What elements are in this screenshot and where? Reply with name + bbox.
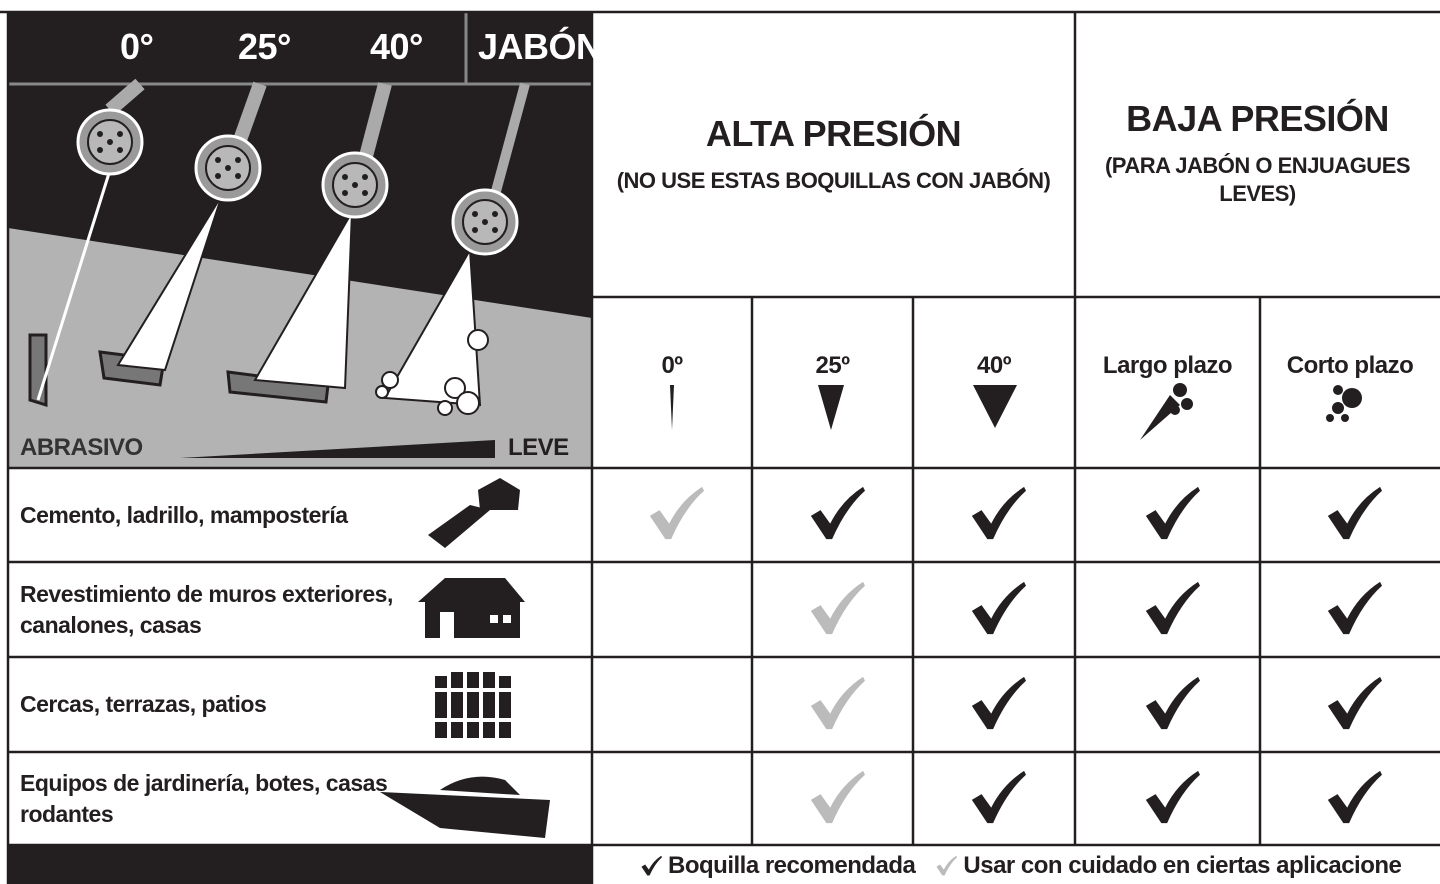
- check-recommended: [1327, 581, 1382, 634]
- check-recommended: [1145, 676, 1200, 729]
- row-label: Cercas, terrazas, patios: [20, 691, 267, 717]
- scale-left: ABRASIVO: [20, 434, 143, 461]
- high-title: ALTA PRESIÓN: [705, 113, 962, 154]
- check-recommended: [1327, 676, 1382, 729]
- legend-caution: Usar con cuidado en ciertas aplicacione: [963, 852, 1402, 879]
- angle-label: 0°: [120, 26, 154, 67]
- footer-block: [8, 845, 592, 884]
- check-recommended: [1327, 770, 1382, 823]
- bubbles: [375, 329, 489, 416]
- check-recommended: [810, 486, 865, 540]
- row-label: Equipos de jardinería, botes, casas roda…: [20, 769, 388, 827]
- hose: [105, 78, 145, 116]
- spray-25: [116, 194, 223, 372]
- row-icon-details: [430, 612, 515, 722]
- column-label: Corto plazo: [1286, 352, 1414, 379]
- grid: [0, 10, 1440, 884]
- angle-label: 40°: [370, 26, 423, 67]
- scale-wedge: [180, 440, 495, 458]
- hose: [358, 82, 392, 162]
- check-recommended: [1327, 486, 1382, 540]
- legend-check: [641, 855, 662, 876]
- spray-40: [253, 211, 353, 390]
- legend-check-caution: [936, 855, 958, 876]
- check-recommended: [1145, 770, 1200, 823]
- column-label: 0º: [661, 352, 683, 379]
- scale-right: LEVE: [508, 434, 569, 461]
- high-subtitle: (NO USE ESTAS BOQUILLAS CON JABÓN): [616, 168, 1051, 193]
- check-recommended: [1145, 486, 1200, 540]
- row-label: Cemento, ladrillo, mampostería: [20, 501, 348, 528]
- column-label: 25º: [815, 352, 850, 379]
- low-subtitle: (PARA JABÓN O ENJUAGUES LEVES): [1104, 153, 1411, 206]
- board-gap: [28, 333, 48, 408]
- angle-label: 25°: [238, 26, 291, 67]
- nozzle-icons: [670, 383, 1362, 440]
- spray-0: [36, 169, 112, 401]
- check-recommended: [971, 770, 1026, 823]
- check-caution: [649, 486, 704, 540]
- soap-label: JABÓN: [478, 26, 602, 67]
- column-label: 40º: [977, 352, 1011, 379]
- check-recommended: [971, 581, 1026, 634]
- hose: [233, 81, 267, 143]
- check-caution: [810, 770, 865, 823]
- check-caution: [810, 676, 865, 729]
- check-recommended: [971, 676, 1026, 729]
- legend-recommended: Boquilla recomendada: [668, 852, 916, 879]
- column-label: Largo plazo: [1102, 352, 1233, 379]
- spray-soap: [383, 246, 482, 407]
- check-recommended: [971, 486, 1026, 540]
- legend: Boquilla recomendada Usar con cuidado en…: [640, 852, 1402, 880]
- low-title: BAJA PRESIÓN: [1126, 98, 1389, 139]
- hose: [490, 82, 530, 197]
- check-caution: [810, 581, 865, 634]
- check-recommended: [1145, 581, 1200, 634]
- row-label: Revestimiento de muros exteriores, canal…: [20, 580, 393, 638]
